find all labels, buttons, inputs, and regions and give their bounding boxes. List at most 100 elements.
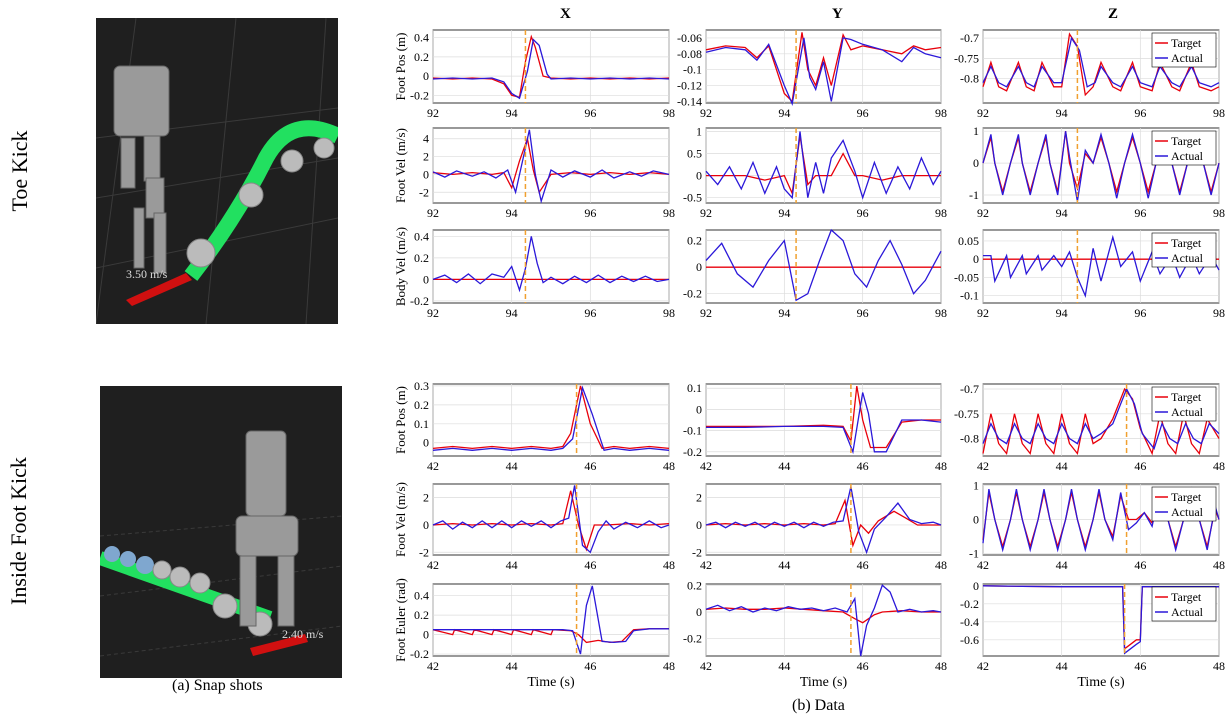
y-tick-label: 0 xyxy=(973,156,979,170)
y-tick-label: -2 xyxy=(419,185,429,199)
y-tick-label: 0 xyxy=(423,628,429,642)
y-tick-label: 0 xyxy=(423,69,429,83)
legend-label: Actual xyxy=(1171,505,1204,519)
x-tick-label: 46 xyxy=(1134,558,1146,572)
y-tick-label: -0.75 xyxy=(954,51,979,65)
legend-box xyxy=(1151,130,1217,166)
snapshot-toe-kick: 3.50 m/s xyxy=(96,18,338,324)
y-tick-label: 0.1 xyxy=(414,417,429,431)
robot-figure-2 xyxy=(235,430,299,627)
y-tick-label: 0 xyxy=(973,252,979,266)
x-tick-label: 48 xyxy=(935,558,947,572)
y-tick-label: -0.5 xyxy=(683,191,702,205)
legend-box xyxy=(1151,232,1217,268)
y-axis-label: Foot Vel (m/s) xyxy=(393,128,408,203)
chart-toe-pos-y: 92 94 96 98 -0.14-0.12 -0.1 -0.08 -0.06 xyxy=(677,29,947,120)
x-tick-label: 92 xyxy=(427,206,439,220)
x-tick-label: 96 xyxy=(1134,206,1146,220)
legend-box xyxy=(1151,486,1217,522)
series-actual xyxy=(982,486,1220,553)
plot-frame xyxy=(432,29,670,104)
chart-in-vel-y: 42 44 46 48 -2 0 2 xyxy=(692,483,947,572)
y-tick-label: -0.4 xyxy=(960,615,979,629)
y-tick-label: -1 xyxy=(969,188,979,202)
x-axis-label: Time (s) xyxy=(527,675,575,690)
y-tick-label: -0.8 xyxy=(960,72,979,86)
y-tick-label: 2 xyxy=(423,491,429,505)
x-tick-label: 96 xyxy=(857,106,869,120)
x-tick-label: 42 xyxy=(427,459,439,473)
legend-label: Target xyxy=(1171,134,1202,148)
plot-frame xyxy=(705,583,942,657)
series-actual xyxy=(705,486,942,555)
y-tick-label: -0.1 xyxy=(683,63,702,77)
y-tick-label: 0 xyxy=(423,272,429,286)
x-tick-label: 42 xyxy=(700,558,712,572)
y-axis-label: Foot Pos (m) xyxy=(393,386,408,454)
plot-frame xyxy=(432,583,670,657)
speed-label-2: 2.40 m/s xyxy=(282,627,324,641)
plot-frame xyxy=(705,29,942,104)
x-tick-label: 48 xyxy=(935,659,947,673)
y-tick-label: 1 xyxy=(696,125,702,139)
y-tick-label: -0.2 xyxy=(410,294,429,308)
y-tick-label: 1 xyxy=(973,124,979,138)
x-tick-label: 94 xyxy=(506,306,518,320)
chart-toe-vel-y: 92 94 96 98 -0.5 0 0.5 1 xyxy=(683,125,947,220)
x-tick-label: 98 xyxy=(663,206,675,220)
y-tick-label: -0.2 xyxy=(683,445,702,459)
y-tick-label: 0.2 xyxy=(414,608,429,622)
x-tick-label: 94 xyxy=(1056,206,1068,220)
chart-in-euler-x: 42 44 46 48 -0.2 0 0.2 0.4 Foot Euler (rad) Time … xyxy=(393,578,675,690)
x-tick-label: 44 xyxy=(1056,459,1068,473)
chart-toe-vel-x: 92 94 96 98 -2 0 2 4 Foot Vel (m/s) xyxy=(393,127,675,220)
snapshot-toe-kick-scene: 3.50 m/s xyxy=(96,18,338,324)
column-header-y: Y xyxy=(832,6,843,22)
x-tick-label: 96 xyxy=(1134,306,1146,320)
y-tick-label: 0 xyxy=(423,167,429,181)
x-tick-label: 98 xyxy=(663,106,675,120)
legend-label: Target xyxy=(1171,590,1202,604)
y-tick-label: 0.4 xyxy=(414,229,429,243)
series-target xyxy=(432,136,670,194)
plot-frame xyxy=(705,229,942,304)
y-tick-label: -0.06 xyxy=(677,31,702,45)
y-tick-label: 0.2 xyxy=(687,578,702,592)
x-tick-label: 48 xyxy=(1213,459,1225,473)
x-tick-label: 98 xyxy=(1213,106,1225,120)
x-tick-label: 42 xyxy=(977,659,989,673)
x-tick-label: 46 xyxy=(584,459,596,473)
snapshot-inside-foot-kick-scene: 2.40 m/s xyxy=(100,430,342,657)
x-tick-label: 46 xyxy=(1134,459,1146,473)
x-tick-label: 46 xyxy=(584,558,596,572)
y-tick-label: 4 xyxy=(423,132,429,146)
series-target xyxy=(705,607,941,624)
x-tick-label: 92 xyxy=(977,306,989,320)
legend-box xyxy=(1151,32,1217,68)
series-actual xyxy=(982,387,1220,450)
x-tick-label: 46 xyxy=(1134,659,1146,673)
x-tick-label: 94 xyxy=(1056,306,1068,320)
x-tick-label: 46 xyxy=(857,459,869,473)
legend-label: Target xyxy=(1171,490,1202,504)
x-tick-label: 96 xyxy=(857,306,869,320)
y-tick-label: 0 xyxy=(696,518,702,532)
y-tick-label: 0 xyxy=(423,436,429,450)
y-tick-label: 0 xyxy=(696,402,702,416)
y-tick-label: -0.14 xyxy=(677,94,702,108)
y-tick-label: 0 xyxy=(973,579,979,593)
x-tick-label: 48 xyxy=(663,558,675,572)
y-tick-label: 0.2 xyxy=(414,50,429,64)
y-tick-label: -0.75 xyxy=(954,407,979,421)
y-tick-label: -0.2 xyxy=(410,647,429,661)
kick-arrow xyxy=(126,273,192,306)
chart-toe-pos-x: 92 94 96 98 -0.2 0 0.2 0.4 Foot Pos (m) xyxy=(393,29,675,120)
legend-label: Target xyxy=(1171,236,1202,250)
x-tick-label: 98 xyxy=(935,106,947,120)
